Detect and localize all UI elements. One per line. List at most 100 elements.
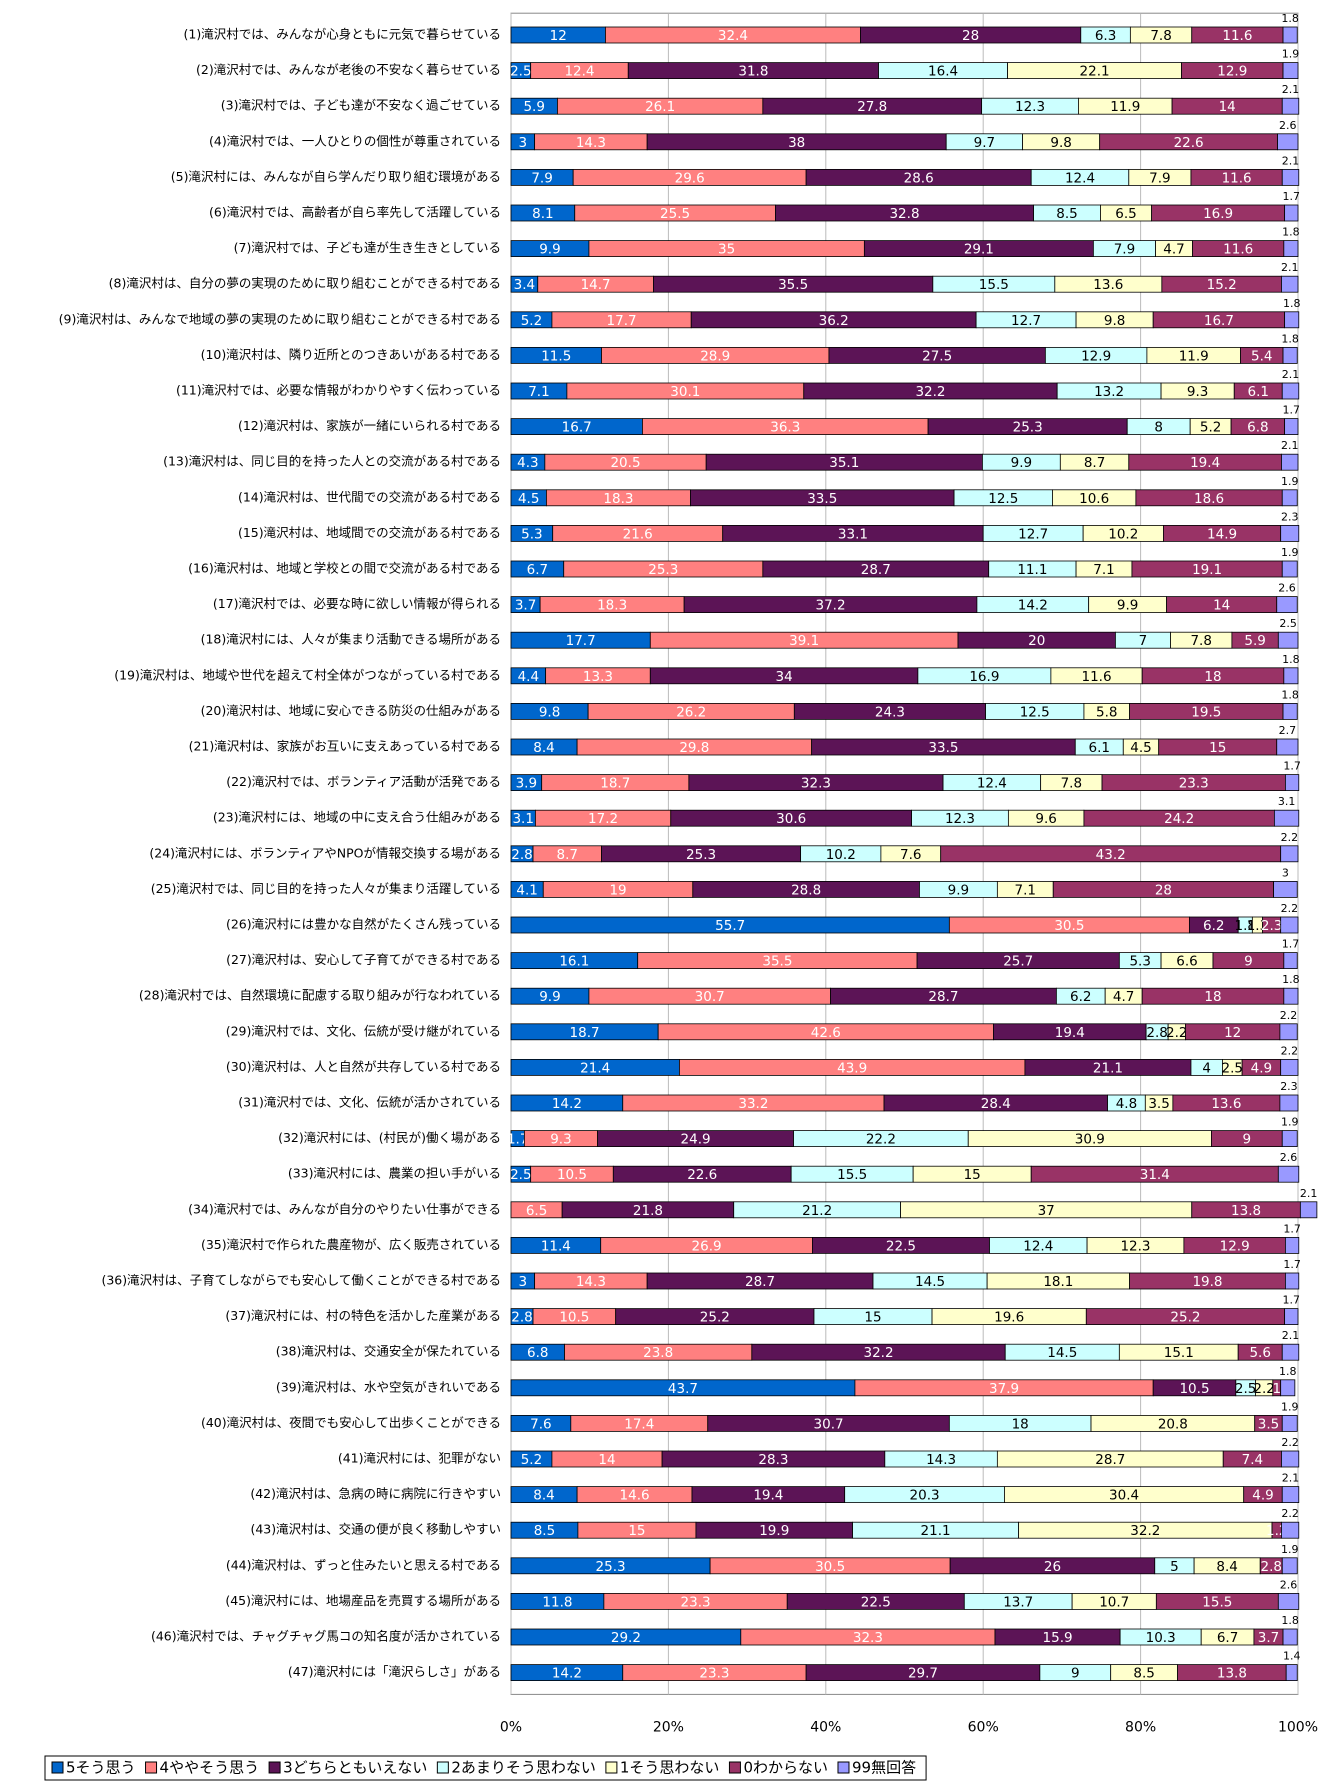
- value-label: 2.2: [1281, 1436, 1299, 1449]
- category-label: (42)滝沢村は、急病の時に病院に行きやすい: [250, 1486, 501, 1501]
- value-label: 9.9: [1011, 455, 1032, 471]
- bar-segment: [1281, 382, 1300, 400]
- bar-segment: [1281, 453, 1299, 471]
- value-label: 20.3: [910, 1488, 940, 1504]
- value-label: 7.6: [530, 1416, 551, 1432]
- category-label: (12)滝沢村は、家族が一緒にいられる村である: [238, 418, 501, 433]
- bar-segment: [1281, 560, 1298, 578]
- value-label: 12.9: [1220, 1238, 1250, 1254]
- value-label: 7.9: [1114, 242, 1135, 258]
- value-label: 35.5: [762, 954, 792, 970]
- value-label: 5.2: [521, 313, 542, 329]
- bar-segment: [1283, 952, 1298, 969]
- category-label: (1)滝沢村では、みんなが心身ともに元気で暮らせている: [184, 27, 501, 42]
- value-label: 9.3: [550, 1132, 571, 1148]
- value-label: 14.2: [1018, 598, 1048, 614]
- value-label: 12.7: [1011, 313, 1041, 329]
- value-label: 6.5: [526, 1203, 547, 1219]
- value-label: 21.2: [802, 1203, 832, 1219]
- value-label: 16.1: [559, 954, 589, 970]
- value-label: 1.8: [1281, 12, 1299, 25]
- value-label: 25.3: [1013, 420, 1043, 436]
- value-label: 20: [1028, 633, 1045, 649]
- value-label: 6.2: [1203, 918, 1224, 934]
- legend: 5そう思う 4ややそう思う 3どちらともいえない 2あまりそう思わない 1そう思わない 0…: [44, 1755, 927, 1781]
- value-label: 18: [1204, 669, 1221, 685]
- value-label: 4.4: [518, 669, 539, 685]
- value-label: 1.8: [1281, 332, 1299, 345]
- value-label: 11.9: [1110, 99, 1140, 115]
- value-label: 5.9: [1244, 633, 1265, 649]
- value-label: 29.1: [964, 242, 994, 258]
- category-label: (21)滝沢村は、家族がお互いに支えあっている村である: [189, 739, 501, 754]
- value-label: 3.9: [516, 776, 537, 792]
- value-label: 6.1: [1089, 740, 1110, 756]
- x-tick-label: 20%: [653, 1719, 684, 1735]
- value-label: 7.8: [1150, 28, 1171, 44]
- value-label: 5.9: [523, 99, 544, 115]
- value-label: 5.3: [521, 526, 542, 542]
- value-label: 28.7: [928, 989, 958, 1005]
- value-label: 5.6: [1249, 1345, 1270, 1361]
- value-label: 15: [1209, 740, 1226, 756]
- category-label: (7)滝沢村では、子ども達が生き生きとしている: [234, 240, 501, 255]
- value-label: 25.3: [686, 847, 716, 863]
- value-label: 1.9: [1281, 546, 1299, 559]
- value-label: 38: [788, 135, 805, 151]
- category-label: (19)滝沢村は、地域や世代を超えて村全体がつながっている村である: [114, 667, 501, 682]
- value-label: 25.5: [660, 206, 690, 222]
- value-label: 7.9: [531, 170, 552, 186]
- value-label: 6.8: [1247, 420, 1268, 436]
- value-label: 2.1: [1281, 261, 1299, 274]
- value-label: 3.7: [1258, 1630, 1279, 1646]
- x-tick-label: 40%: [810, 1719, 841, 1735]
- category-label: (3)滝沢村では、子ども達が不安なく過ごせている: [221, 98, 501, 113]
- value-label: 14.2: [552, 1096, 582, 1112]
- bar-segment: [1285, 1664, 1298, 1681]
- value-label: 18.1: [1043, 1274, 1073, 1290]
- bar-segment: [1281, 1415, 1298, 1432]
- value-label: 33.5: [807, 491, 837, 507]
- value-label: 1.7: [1283, 1294, 1301, 1307]
- value-label: 33.1: [838, 526, 868, 542]
- category-label: (38)滝沢村は、交通安全が保たれている: [276, 1344, 501, 1359]
- value-label: 37.9: [989, 1381, 1019, 1397]
- value-label: 16.7: [1204, 313, 1234, 329]
- category-label: (20)滝沢村は、地域に安心できる防災の仕組みがある: [201, 703, 501, 718]
- category-label: (39)滝沢村は、水や空気がきれいである: [276, 1379, 501, 1394]
- value-label: 9.6: [1035, 811, 1056, 827]
- value-label: 28.9: [700, 348, 730, 364]
- value-label: 26.9: [692, 1238, 722, 1254]
- category-label: (40)滝沢村は、夜間でも安心して出歩くことができる: [201, 1415, 501, 1430]
- value-label: 11.6: [1222, 170, 1252, 186]
- value-label: 15.5: [837, 1167, 867, 1183]
- bar-segment: [1277, 1165, 1300, 1183]
- value-label: 2.8: [511, 1310, 532, 1326]
- value-label: 1.8: [1282, 653, 1300, 666]
- value-label: 12.9: [1081, 348, 1111, 364]
- value-label: 10.5: [1179, 1381, 1209, 1397]
- value-label: 2.2: [1281, 1507, 1299, 1520]
- value-label: 43.9: [837, 1060, 867, 1076]
- value-label: 23.3: [699, 1666, 729, 1682]
- value-label: 42.6: [811, 1025, 841, 1041]
- value-label: 25.3: [648, 562, 678, 578]
- value-label: 3.7: [515, 598, 536, 614]
- value-label: 30.1: [670, 384, 700, 400]
- value-label: 2.1: [1282, 83, 1300, 96]
- value-label: 21.4: [580, 1060, 610, 1076]
- value-label: 2.5: [1222, 1060, 1243, 1076]
- value-label: 11.6: [1222, 28, 1252, 44]
- value-label: 19.6: [994, 1310, 1024, 1326]
- category-label: (41)滝沢村には、犯罪がない: [338, 1451, 501, 1466]
- value-label: 1.9: [1281, 1400, 1299, 1413]
- value-label: 1.8: [1235, 918, 1256, 934]
- value-label: 29.2: [611, 1630, 641, 1646]
- bar-segment: [1281, 489, 1298, 507]
- value-label: 3: [519, 1274, 528, 1290]
- value-label: 1.8: [1281, 688, 1299, 701]
- category-label: (5)滝沢村には、みんなが自ら学んだり取り組む環境がある: [171, 169, 501, 184]
- bar-segment: [1273, 809, 1300, 827]
- value-label: 13.3: [583, 669, 613, 685]
- bar-segment: [1284, 311, 1300, 329]
